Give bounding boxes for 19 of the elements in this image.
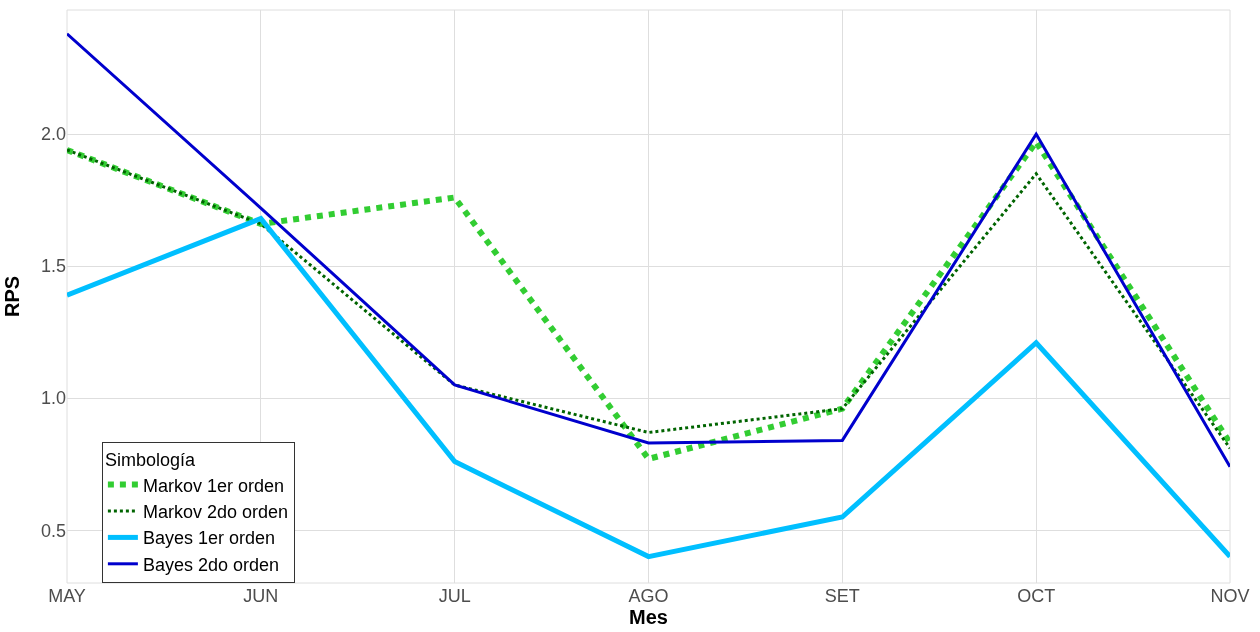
x-tick-label: SET	[824, 586, 860, 606]
legend-label: Bayes 1er orden	[142, 528, 275, 549]
legend-label: Markov 2do orden	[142, 502, 288, 523]
x-tick-label: OCT	[1017, 586, 1056, 606]
y-tick-label: 1.5	[40, 256, 66, 277]
y-tick-label: 1.0	[40, 388, 66, 409]
legend-title: Simbología	[104, 450, 196, 471]
y-tick-label: 0.5	[40, 520, 66, 541]
x-tick-label: JUN	[243, 586, 279, 606]
line-series	[67, 32, 1230, 469]
x-axis-title: Mes	[629, 606, 668, 628]
legend-label: Markov 1er orden	[142, 475, 284, 496]
x-tick-label: AGO	[628, 586, 669, 606]
x-tick-label: NOV	[1210, 586, 1250, 606]
x-tick-label: JUL	[438, 586, 471, 606]
legend-label: Bayes 2do orden	[142, 554, 279, 575]
y-tick-label: 2.0	[40, 124, 66, 145]
x-tick-label: MAY	[48, 586, 86, 606]
y-axis-title: RPS	[1, 275, 24, 318]
